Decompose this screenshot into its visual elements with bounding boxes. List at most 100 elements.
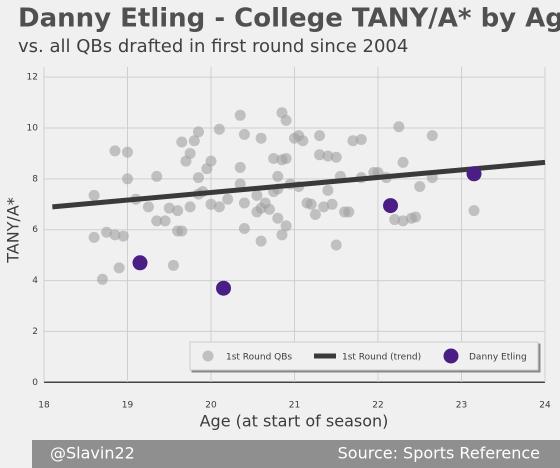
data-point (251, 189, 263, 201)
data-point (176, 136, 188, 148)
data-point (389, 214, 401, 226)
data-point (268, 153, 280, 165)
data-point (272, 212, 284, 224)
data-point (276, 229, 288, 241)
data-point (188, 135, 200, 147)
data-point (192, 172, 204, 184)
data-point (172, 205, 184, 217)
data-point (88, 189, 100, 201)
data-point (151, 215, 163, 227)
data-point (109, 229, 121, 241)
data-point (216, 280, 232, 296)
data-point (238, 197, 250, 209)
data-point (184, 147, 196, 159)
data-point (343, 206, 355, 218)
data-point (238, 222, 250, 234)
data-point (272, 170, 284, 182)
data-point (468, 205, 480, 217)
y-tick-label: 8 (32, 174, 38, 184)
data-point (163, 202, 175, 214)
data-point (397, 156, 409, 168)
data-point (263, 203, 275, 215)
y-tick-label: 2 (32, 327, 38, 337)
data-point (238, 128, 250, 140)
data-point (151, 170, 163, 182)
data-point (326, 198, 338, 210)
data-point (393, 121, 405, 133)
legend: 1st Round QBs 1st Round (trend) Danny Etli… (202, 348, 527, 364)
data-point (355, 133, 367, 145)
data-point (122, 146, 133, 158)
data-point (330, 151, 342, 163)
data-point (280, 153, 292, 165)
data-point (213, 123, 225, 135)
chart-title: Danny Etling - College TANY/A* by Age (18, 4, 560, 34)
data-point (132, 255, 148, 271)
legend-swatch (202, 350, 214, 362)
trend-line (52, 159, 546, 210)
data-point (167, 259, 179, 271)
footer-left: @Slavin22 (50, 444, 135, 463)
data-point (397, 215, 409, 227)
data-point (88, 231, 100, 243)
x-tick-label: 21 (289, 401, 300, 411)
data-point (414, 181, 426, 193)
data-point (318, 201, 330, 213)
data-point (159, 215, 171, 227)
data-point (426, 130, 438, 142)
x-tick-label: 22 (372, 401, 383, 411)
y-tick-label: 12 (27, 73, 38, 83)
data-point (117, 230, 129, 242)
data-point (347, 135, 359, 147)
data-point (280, 114, 292, 126)
data-point (305, 198, 317, 210)
data-point (297, 135, 309, 147)
data-point (184, 201, 196, 213)
footer-right: Source: Sports Reference (338, 444, 540, 463)
x-tick-label: 24 (539, 401, 551, 411)
data-point (113, 262, 125, 274)
data-point (142, 201, 154, 213)
legend-box (189, 341, 539, 371)
data-point (255, 132, 267, 144)
legend-label: 1st Round (trend) (342, 353, 421, 363)
data-point (410, 211, 422, 223)
data-point (213, 201, 225, 213)
legend-label: Danny Etling (469, 353, 527, 363)
data-point (330, 239, 342, 251)
data-point (322, 184, 334, 196)
data-point (309, 208, 321, 220)
data-point (176, 225, 188, 237)
data-point (234, 178, 246, 190)
y-axis-label: TANY/A* (4, 197, 23, 264)
legend-swatch (443, 348, 459, 364)
data-point (192, 126, 204, 138)
data-point (205, 198, 217, 210)
data-point (109, 145, 121, 157)
x-tick-label: 19 (122, 401, 134, 411)
x-tick-label: 18 (38, 401, 50, 411)
data-point (205, 155, 217, 167)
data-point (383, 198, 399, 214)
data-point (466, 166, 482, 182)
y-tick-label: 4 (32, 276, 38, 286)
data-point (96, 273, 108, 285)
chart-subtitle: vs. all QBs drafted in first round since… (18, 36, 408, 57)
data-point (314, 130, 326, 142)
legend-label: 1st Round QBs (226, 353, 292, 363)
data-point (101, 226, 113, 238)
data-point (255, 235, 267, 247)
data-point (234, 161, 246, 173)
x-axis-label: Age (at start of season) (200, 412, 389, 431)
x-tick-label: 20 (205, 401, 217, 411)
data-point (314, 149, 326, 161)
y-tick-label: 0 (32, 378, 38, 388)
y-tick-label: 10 (27, 124, 39, 134)
data-point (322, 150, 334, 162)
data-point (122, 173, 133, 185)
data-point (222, 193, 234, 205)
footer-bar (32, 440, 560, 468)
data-point (234, 109, 246, 121)
